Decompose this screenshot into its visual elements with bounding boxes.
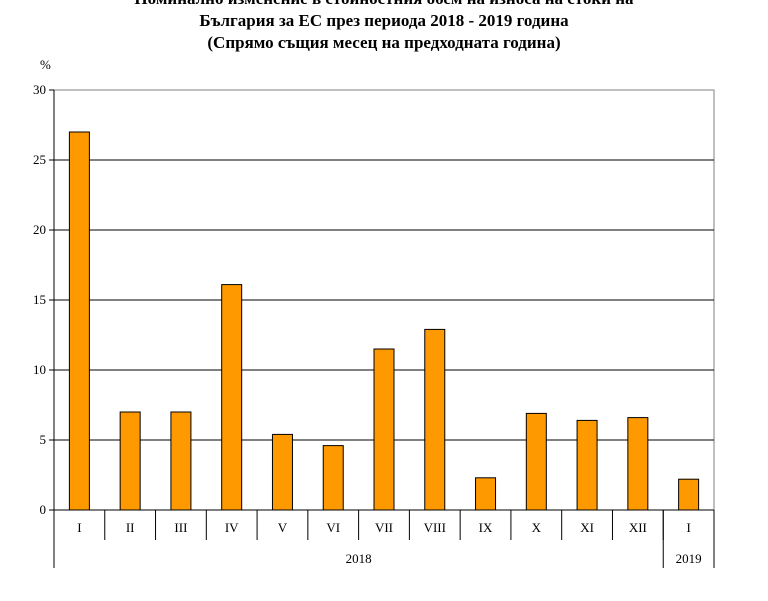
x-category-label: VII <box>375 520 393 535</box>
axes <box>49 89 715 568</box>
y-tick-label: 30 <box>33 82 46 97</box>
x-category-label: II <box>126 520 135 535</box>
bar <box>475 477 497 511</box>
bar <box>678 478 700 511</box>
chart-title-line-3: (Спрямо същия месец на предходната годин… <box>207 33 561 52</box>
x-category-label: VIII <box>424 520 446 535</box>
y-tick-label: 20 <box>33 222 46 237</box>
x-category-label: III <box>174 520 187 535</box>
y-tick-label: 5 <box>40 432 47 447</box>
x-category-labels: I II III IV V VI VII VIII IX X XI XII I <box>77 520 691 535</box>
x-category-label: VI <box>326 520 340 535</box>
bar <box>627 417 649 511</box>
year-label: 2019 <box>676 551 702 566</box>
x-category-label: I <box>77 520 81 535</box>
bar <box>424 328 446 511</box>
x-category-label: XII <box>629 520 647 535</box>
bar <box>170 411 192 511</box>
y-tick-labels: 0 5 10 15 20 25 30 <box>33 82 46 517</box>
bar <box>271 433 293 511</box>
x-category-label: IV <box>225 520 239 535</box>
y-tick-label: 25 <box>33 152 46 167</box>
y-tick-label: 0 <box>40 502 47 517</box>
bar <box>322 445 344 511</box>
x-category-label: XI <box>580 520 594 535</box>
bar <box>68 131 90 511</box>
y-tick-label: 10 <box>33 362 46 377</box>
x-category-label: X <box>532 520 542 535</box>
x-category-label: V <box>278 520 288 535</box>
chart-title-line-1: Номинално изменение в стойностния обем н… <box>0 0 768 9</box>
bar <box>221 284 243 511</box>
year-group-labels: 2018 2019 <box>346 551 702 566</box>
bar <box>576 419 598 511</box>
bars <box>68 131 700 511</box>
y-unit-label: % <box>40 57 51 72</box>
y-tick-label: 15 <box>33 292 46 307</box>
chart-title-line-2: България за ЕС през периода 2018 - 2019 … <box>199 11 569 30</box>
bar <box>119 411 141 511</box>
year-label: 2018 <box>346 551 372 566</box>
bar <box>525 412 547 511</box>
x-category-label: I <box>686 520 690 535</box>
x-category-label: IX <box>479 520 493 535</box>
bar <box>373 348 395 511</box>
